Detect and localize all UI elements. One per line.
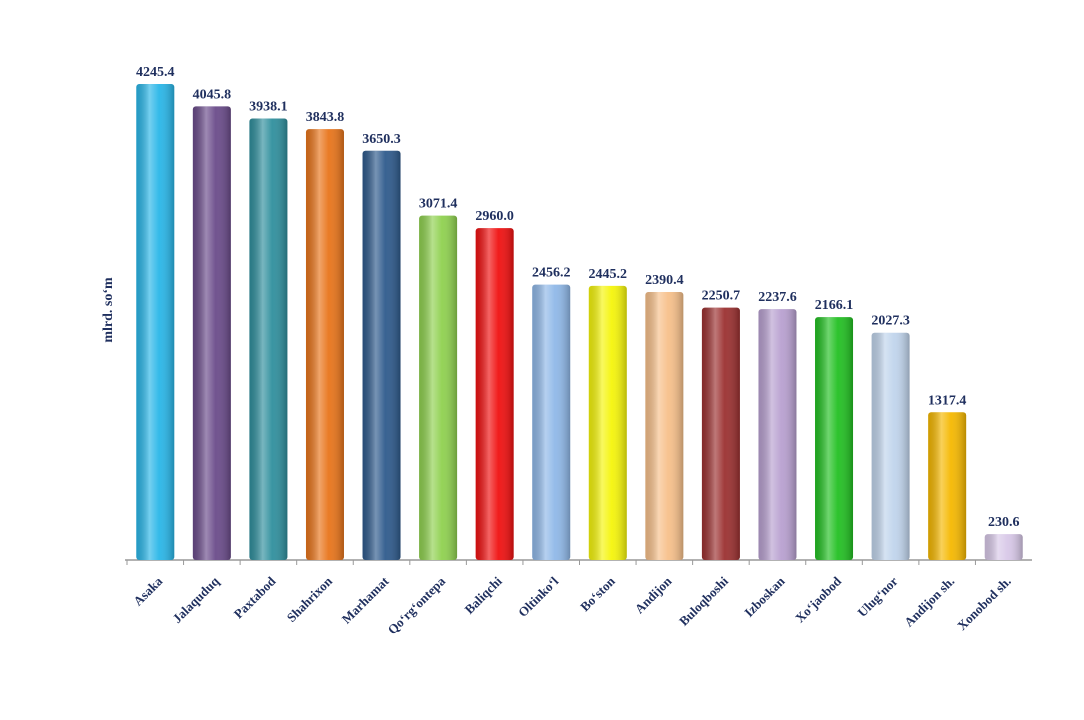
value-label: 2027.3 xyxy=(871,314,910,329)
value-label: 2456.2 xyxy=(532,266,571,281)
bar-shine xyxy=(419,215,458,560)
bar-shine xyxy=(136,84,175,560)
x-tick-label: Andijon xyxy=(632,573,675,616)
bar-shine xyxy=(475,228,514,560)
y-axis-label: mlrd. so‘m xyxy=(101,277,116,343)
value-label: 3650.3 xyxy=(362,132,401,147)
value-label: 2960.0 xyxy=(475,209,514,224)
x-tick-label: Izboskan xyxy=(741,573,788,620)
x-tick-label: Bo‘ston xyxy=(577,573,618,614)
bar-shine xyxy=(645,292,684,560)
x-tick-label: Marhamat xyxy=(339,573,392,626)
value-label: 230.6 xyxy=(988,515,1020,530)
value-label: 4045.8 xyxy=(193,87,232,102)
bar-shine xyxy=(871,332,910,560)
value-label: 4245.4 xyxy=(136,65,175,80)
value-label: 3938.1 xyxy=(249,99,288,114)
x-tick-label: Paxtabod xyxy=(231,573,279,621)
x-tick-label: Baliqchi xyxy=(461,573,505,617)
bar-shine xyxy=(815,317,854,560)
x-tick-label: Ulug‘nor xyxy=(854,573,901,620)
x-tick-label: Jalaquduq xyxy=(169,573,222,626)
x-tick-label: Asaka xyxy=(130,573,165,608)
x-tick-label: Xo‘jaobod xyxy=(792,573,845,626)
bar-shine xyxy=(192,106,231,560)
value-label: 2237.6 xyxy=(758,290,797,305)
x-tick-label: Shahrixon xyxy=(284,573,336,625)
x-tick-label: Xonobod sh. xyxy=(954,574,1014,634)
value-label: 3843.8 xyxy=(306,110,345,125)
x-tick-label: Qo‘rg‘ontepa xyxy=(384,573,448,637)
value-label: 3071.4 xyxy=(419,197,458,212)
x-tick-label: Oltinko‘l xyxy=(515,573,562,620)
bar-shine xyxy=(362,150,401,561)
x-tick-label: Buloqboshi xyxy=(676,573,731,628)
bar-shine xyxy=(305,129,344,560)
value-label: 2390.4 xyxy=(645,273,684,288)
value-label: 2166.1 xyxy=(815,298,854,313)
bar-shine xyxy=(758,309,797,560)
bar-shine xyxy=(984,534,1023,560)
bar-shine xyxy=(588,285,627,560)
bar-shine xyxy=(532,284,571,560)
bar-shine xyxy=(701,307,740,560)
x-tick-label: Andijon sh. xyxy=(901,574,957,630)
value-label: 2445.2 xyxy=(589,267,628,282)
value-label: 1317.4 xyxy=(928,393,967,408)
bar-shine xyxy=(928,412,967,560)
value-label: 2250.7 xyxy=(702,289,741,304)
bar-shine xyxy=(249,118,288,560)
